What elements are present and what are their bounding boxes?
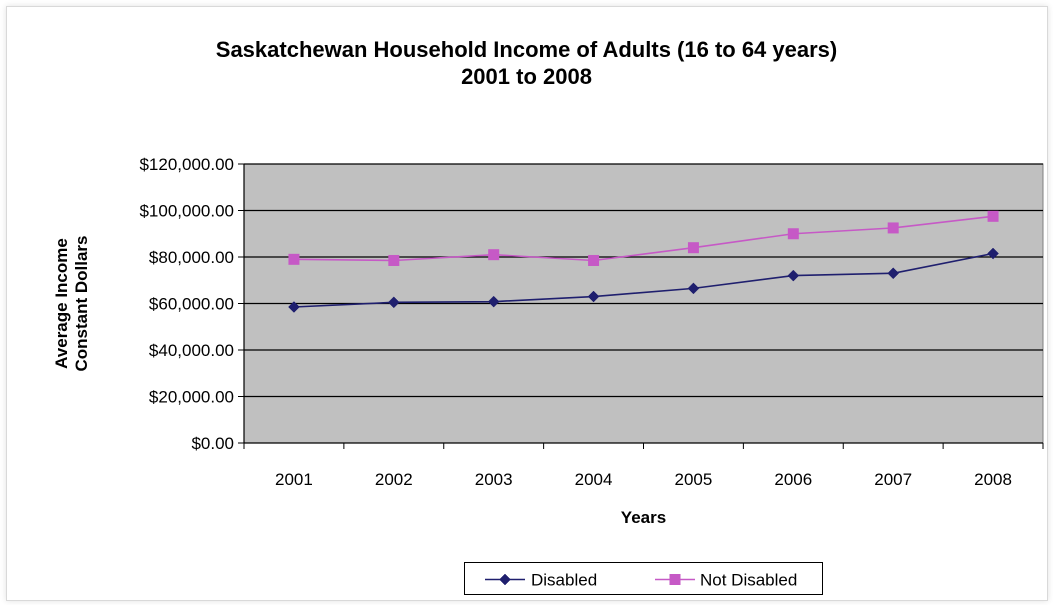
series-point-not-disabled	[488, 249, 500, 261]
chart-subtitle: 2001 to 2008	[461, 64, 592, 89]
series-point-disabled	[387, 296, 400, 309]
series-point-disabled	[987, 247, 999, 260]
series-point-not-disabled	[887, 222, 899, 234]
series-point-not-disabled	[787, 228, 799, 240]
y-tick-label: $40,000.00	[149, 341, 234, 360]
x-tick-label: 2001	[275, 470, 313, 489]
series-point-not-disabled	[288, 253, 300, 265]
y-tick-label: $20,000.00	[149, 388, 234, 407]
series-line-not-disabled	[293, 215, 994, 262]
x-tick-label: 2005	[675, 470, 713, 489]
legend-label: Not Disabled	[700, 571, 797, 590]
chart-title: Saskatchewan Household Income of Adults …	[215, 37, 838, 62]
series-point-disabled	[587, 290, 600, 303]
series-point-disabled	[487, 295, 500, 308]
x-axis-title: Years	[621, 508, 666, 527]
y-axis-title-line: Average Income	[52, 238, 71, 369]
series-line-disabled	[293, 252, 994, 308]
x-tick-label: 2006	[774, 470, 812, 489]
x-tick-label: 2008	[974, 470, 1012, 489]
y-tick-label: $120,000.00	[139, 155, 234, 174]
legend-label: Disabled	[531, 571, 597, 590]
legend-marker	[499, 573, 511, 586]
series-point-disabled	[288, 301, 300, 313]
series-point-not-disabled	[687, 242, 699, 254]
x-tick-label: 2002	[375, 470, 413, 489]
y-axis-title: Average IncomeConstant Dollars	[52, 235, 91, 371]
legend-svg: Disabled Not Disabled	[485, 571, 797, 590]
series-point-disabled	[787, 269, 800, 282]
x-tick-label: 2007	[874, 470, 912, 489]
x-tick-label: 2004	[575, 470, 613, 489]
y-tick-label: $100,000.00	[139, 202, 234, 221]
series-point-not-disabled	[588, 254, 600, 266]
x-tick-label: 2003	[475, 470, 513, 489]
series-point-disabled	[887, 267, 900, 280]
legend: Disabled Not Disabled	[464, 562, 823, 595]
y-tick-label: $0.00	[191, 434, 234, 453]
series-point-disabled	[687, 282, 700, 295]
chart-title-block: Saskatchewan Household Income of Adults …	[0, 36, 1053, 90]
series-point-not-disabled	[987, 210, 999, 222]
y-tick-label: $60,000.00	[149, 295, 234, 314]
series-point-not-disabled	[388, 254, 400, 266]
y-axis-title-line: Constant Dollars	[72, 235, 91, 371]
y-tick-label: $80,000.00	[149, 248, 234, 267]
legend-marker	[669, 574, 681, 585]
